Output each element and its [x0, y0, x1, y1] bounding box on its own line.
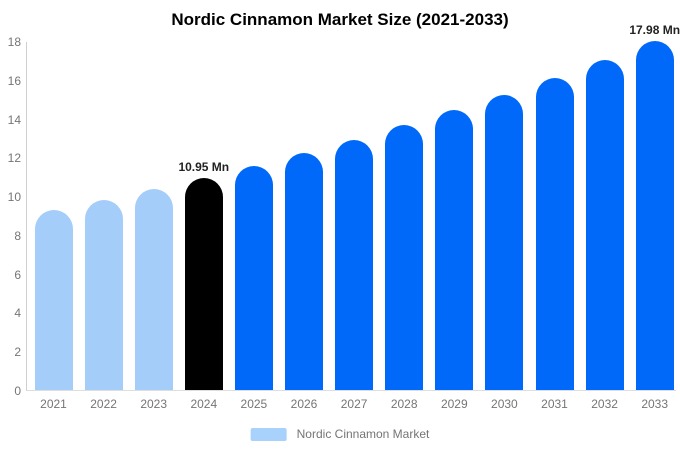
bar-2024[interactable] — [184, 177, 223, 390]
data-label-2024: 10.95 Mn — [178, 159, 230, 174]
x-tick-label-2023: 2023 — [140, 397, 168, 411]
bar-2021[interactable] — [34, 210, 73, 390]
legend-item[interactable]: Nordic Cinnamon Market — [250, 427, 430, 441]
y-tick-label: 0 — [14, 384, 21, 398]
y-tick-label: 18 — [7, 35, 21, 49]
x-tick-label-2029: 2029 — [440, 397, 468, 411]
bar-2030[interactable] — [485, 94, 524, 390]
bar-2026[interactable] — [285, 152, 323, 390]
y-tick-label: 8 — [14, 228, 21, 243]
chart-title: Nordic Cinnamon Market Size (2021-2033) — [171, 10, 509, 29]
y-tick-label: 16 — [7, 73, 21, 88]
data-label-2033: 17.98 Mn — [629, 23, 680, 38]
bar-2028[interactable] — [385, 125, 424, 390]
bar-2025[interactable] — [234, 165, 273, 390]
bar-2031[interactable] — [535, 77, 574, 390]
y-tick-label: 14 — [7, 112, 21, 127]
legend-swatch — [250, 427, 287, 441]
bar-2033[interactable] — [635, 41, 674, 390]
bar-2029[interactable] — [435, 110, 474, 390]
x-tick-label-2021: 2021 — [40, 397, 67, 411]
bar-2032[interactable] — [585, 60, 624, 390]
x-tick-label-2030: 2030 — [491, 397, 518, 411]
x-tick-label-2026: 2026 — [290, 397, 318, 411]
y-tick-label: 10 — [7, 190, 21, 205]
y-tick-label: 6 — [14, 267, 21, 282]
y-tick-label: 2 — [14, 345, 21, 360]
x-tick-label-2027: 2027 — [340, 397, 368, 411]
plot-area: 0 2 4 6 8 10 12 14 16 18 2021 2022 2023 2024 2025 2026 2… — [8, 23, 680, 411]
y-tick-label: 4 — [14, 306, 21, 321]
x-tick-label-2031: 2031 — [541, 397, 568, 411]
x-tick-label-2022: 2022 — [90, 397, 117, 411]
bar-2027[interactable] — [335, 139, 374, 390]
y-tick-label: 12 — [7, 151, 21, 166]
x-tick-label-2024: 2024 — [190, 397, 218, 411]
x-tick-label-2033: 2033 — [641, 397, 669, 411]
x-tick-label-2032: 2032 — [591, 397, 618, 411]
legend-label: Nordic Cinnamon Market — [296, 427, 430, 441]
bar-2023[interactable] — [134, 189, 173, 390]
x-tick-label-2025: 2025 — [240, 397, 268, 411]
x-tick-label-2028: 2028 — [390, 397, 418, 411]
bar-2022[interactable] — [84, 199, 123, 390]
